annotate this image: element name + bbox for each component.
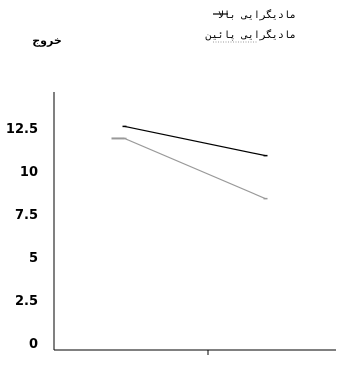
y-tick-label: 10: [20, 165, 38, 180]
y-tick-label: 5: [29, 251, 38, 266]
y-axis-title: خروج: [32, 34, 62, 48]
y-tick-label: 7.5: [15, 208, 38, 223]
legend: مادیگرایی بالا مادیگرایی پائین: [205, 8, 296, 43]
y-ticks: 0 2.5 5 7.5 10 12.5: [6, 122, 38, 352]
y-tick-label: 12.5: [6, 122, 38, 137]
legend-label-low: مادیگرایی پائین: [205, 28, 296, 41]
legend-label-high: مادیگرایی بالا: [218, 8, 296, 21]
y-tick-label: 0: [29, 337, 38, 352]
series-line-high: [124, 125, 266, 157]
series-line-low: [124, 137, 266, 200]
y-tick-label: 2.5: [15, 294, 38, 309]
series-group: [111, 125, 268, 200]
